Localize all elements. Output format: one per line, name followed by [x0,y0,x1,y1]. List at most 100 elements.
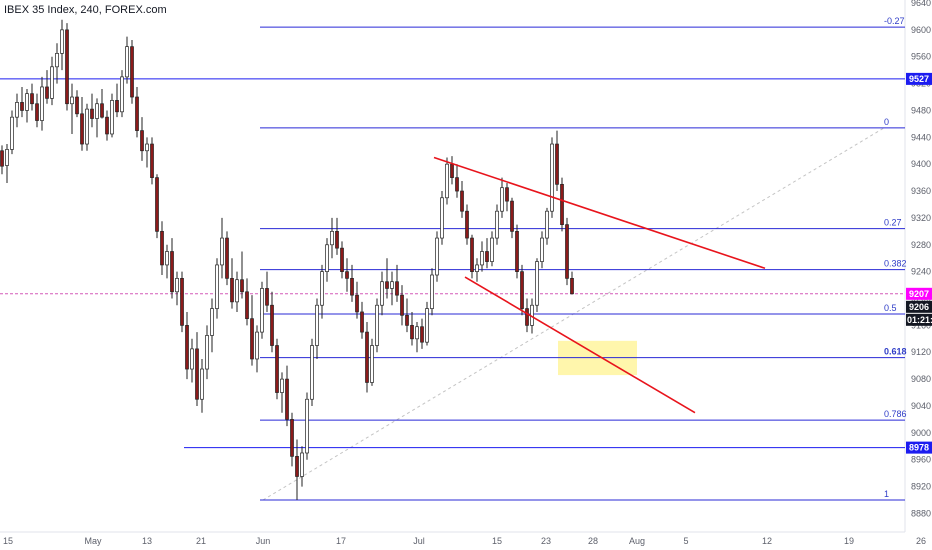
fib-level-label: 1 [884,489,889,499]
candle-body [180,278,184,326]
x-tick-label: Aug [629,536,645,546]
candle-body [100,103,104,118]
fib-level-label: 0.5 [884,303,897,313]
candle-body [375,304,379,346]
y-tick-label: 9120 [911,347,931,357]
level-price-tag [906,441,932,454]
candle-body [5,149,9,166]
candle-body [130,46,134,98]
candle-body [390,281,394,289]
candle-body [150,143,154,178]
x-tick-label: 26 [916,536,926,546]
candle-body [40,86,44,121]
candle-body [560,183,564,225]
candle-body [320,271,324,306]
candle-body [525,308,529,326]
last-price-tag-label: 9206 [909,302,929,312]
candle-body [425,308,429,343]
candle-body [475,264,479,272]
fib-level-label: 0.618 [884,347,907,357]
y-tick-label: 9040 [911,401,931,411]
candle-body [570,278,574,295]
y-tick-label: 8880 [911,508,931,518]
candle-body [125,46,129,78]
last-price-tag [906,300,932,313]
candle-body [75,96,79,115]
candle-body [480,251,484,266]
x-tick-label: 23 [541,536,551,546]
fib-level-label: 0.786 [884,409,907,419]
candle-body [510,200,514,232]
level-price-tag-label: 9527 [909,74,929,84]
candle-body [260,288,264,333]
y-tick-label: 9560 [911,52,931,62]
y-tick-label: 9600 [911,25,931,35]
candle-body [25,93,29,111]
candle-body [340,247,344,272]
trendline-upper[interactable] [433,156,766,270]
candle-body [505,187,509,202]
candle-body [160,231,164,266]
candle-body [400,294,404,316]
candle-body [225,237,229,279]
candle-body [455,177,459,192]
x-tick-label: 21 [196,536,206,546]
y-tick-label: 9360 [911,186,931,196]
candle-body [245,291,249,320]
candle-body [315,304,319,346]
y-tick-label: 9240 [911,267,931,277]
candle-body [290,419,294,457]
level-price-tag [906,72,932,85]
candle-body [445,163,449,199]
x-tick-label: 15 [492,536,502,546]
candle-body [105,116,109,135]
candle-body [270,304,274,346]
y-tick-label: 9480 [911,105,931,115]
candle-body [415,326,419,340]
level-price-tag-label: 8978 [909,443,929,453]
candle-body [305,398,309,454]
fib-level-label: -0.27 [884,16,905,26]
candle-body [460,190,464,212]
chart-title: IBEX 35 Index, 240, FOREX.com [4,4,167,16]
y-tick-label: 9000 [911,428,931,438]
candle-body [365,331,369,383]
candle-body [95,103,99,119]
candle-body [190,348,194,370]
candle-body [45,86,49,99]
x-tick-label: 15 [3,536,13,546]
x-tick-label: 17 [336,536,346,546]
x-tick-label: 19 [844,536,854,546]
candle-body [405,314,409,326]
candle-body [325,244,329,272]
candle-body [255,331,259,360]
candle-body [410,325,414,340]
candle-body [435,237,439,276]
candle-body [490,237,494,262]
candle-body [485,251,489,262]
current-price-tag-label: 9207 [909,289,929,299]
x-tick-label: Jul [413,536,425,546]
candle-body [550,143,554,212]
candle-body [15,102,19,118]
y-tick-label: 9640 [911,0,931,8]
countdown-tag [906,313,932,326]
candle-body [450,163,454,178]
candle-body [465,210,469,239]
x-tick-label: Jun [256,536,271,546]
candle-body [500,187,504,212]
candle-body [220,237,224,266]
candle-body [90,108,94,119]
candle-body [555,143,559,185]
trendline-lower[interactable] [464,276,696,414]
candle-body [30,93,34,105]
candle-body [535,261,539,306]
candle-body [135,96,139,131]
candle-body [230,278,234,303]
candle-body [145,143,149,152]
candle-body [250,318,254,360]
candle-body [275,345,279,393]
candle-body [215,264,219,309]
y-tick-label: 9080 [911,374,931,384]
